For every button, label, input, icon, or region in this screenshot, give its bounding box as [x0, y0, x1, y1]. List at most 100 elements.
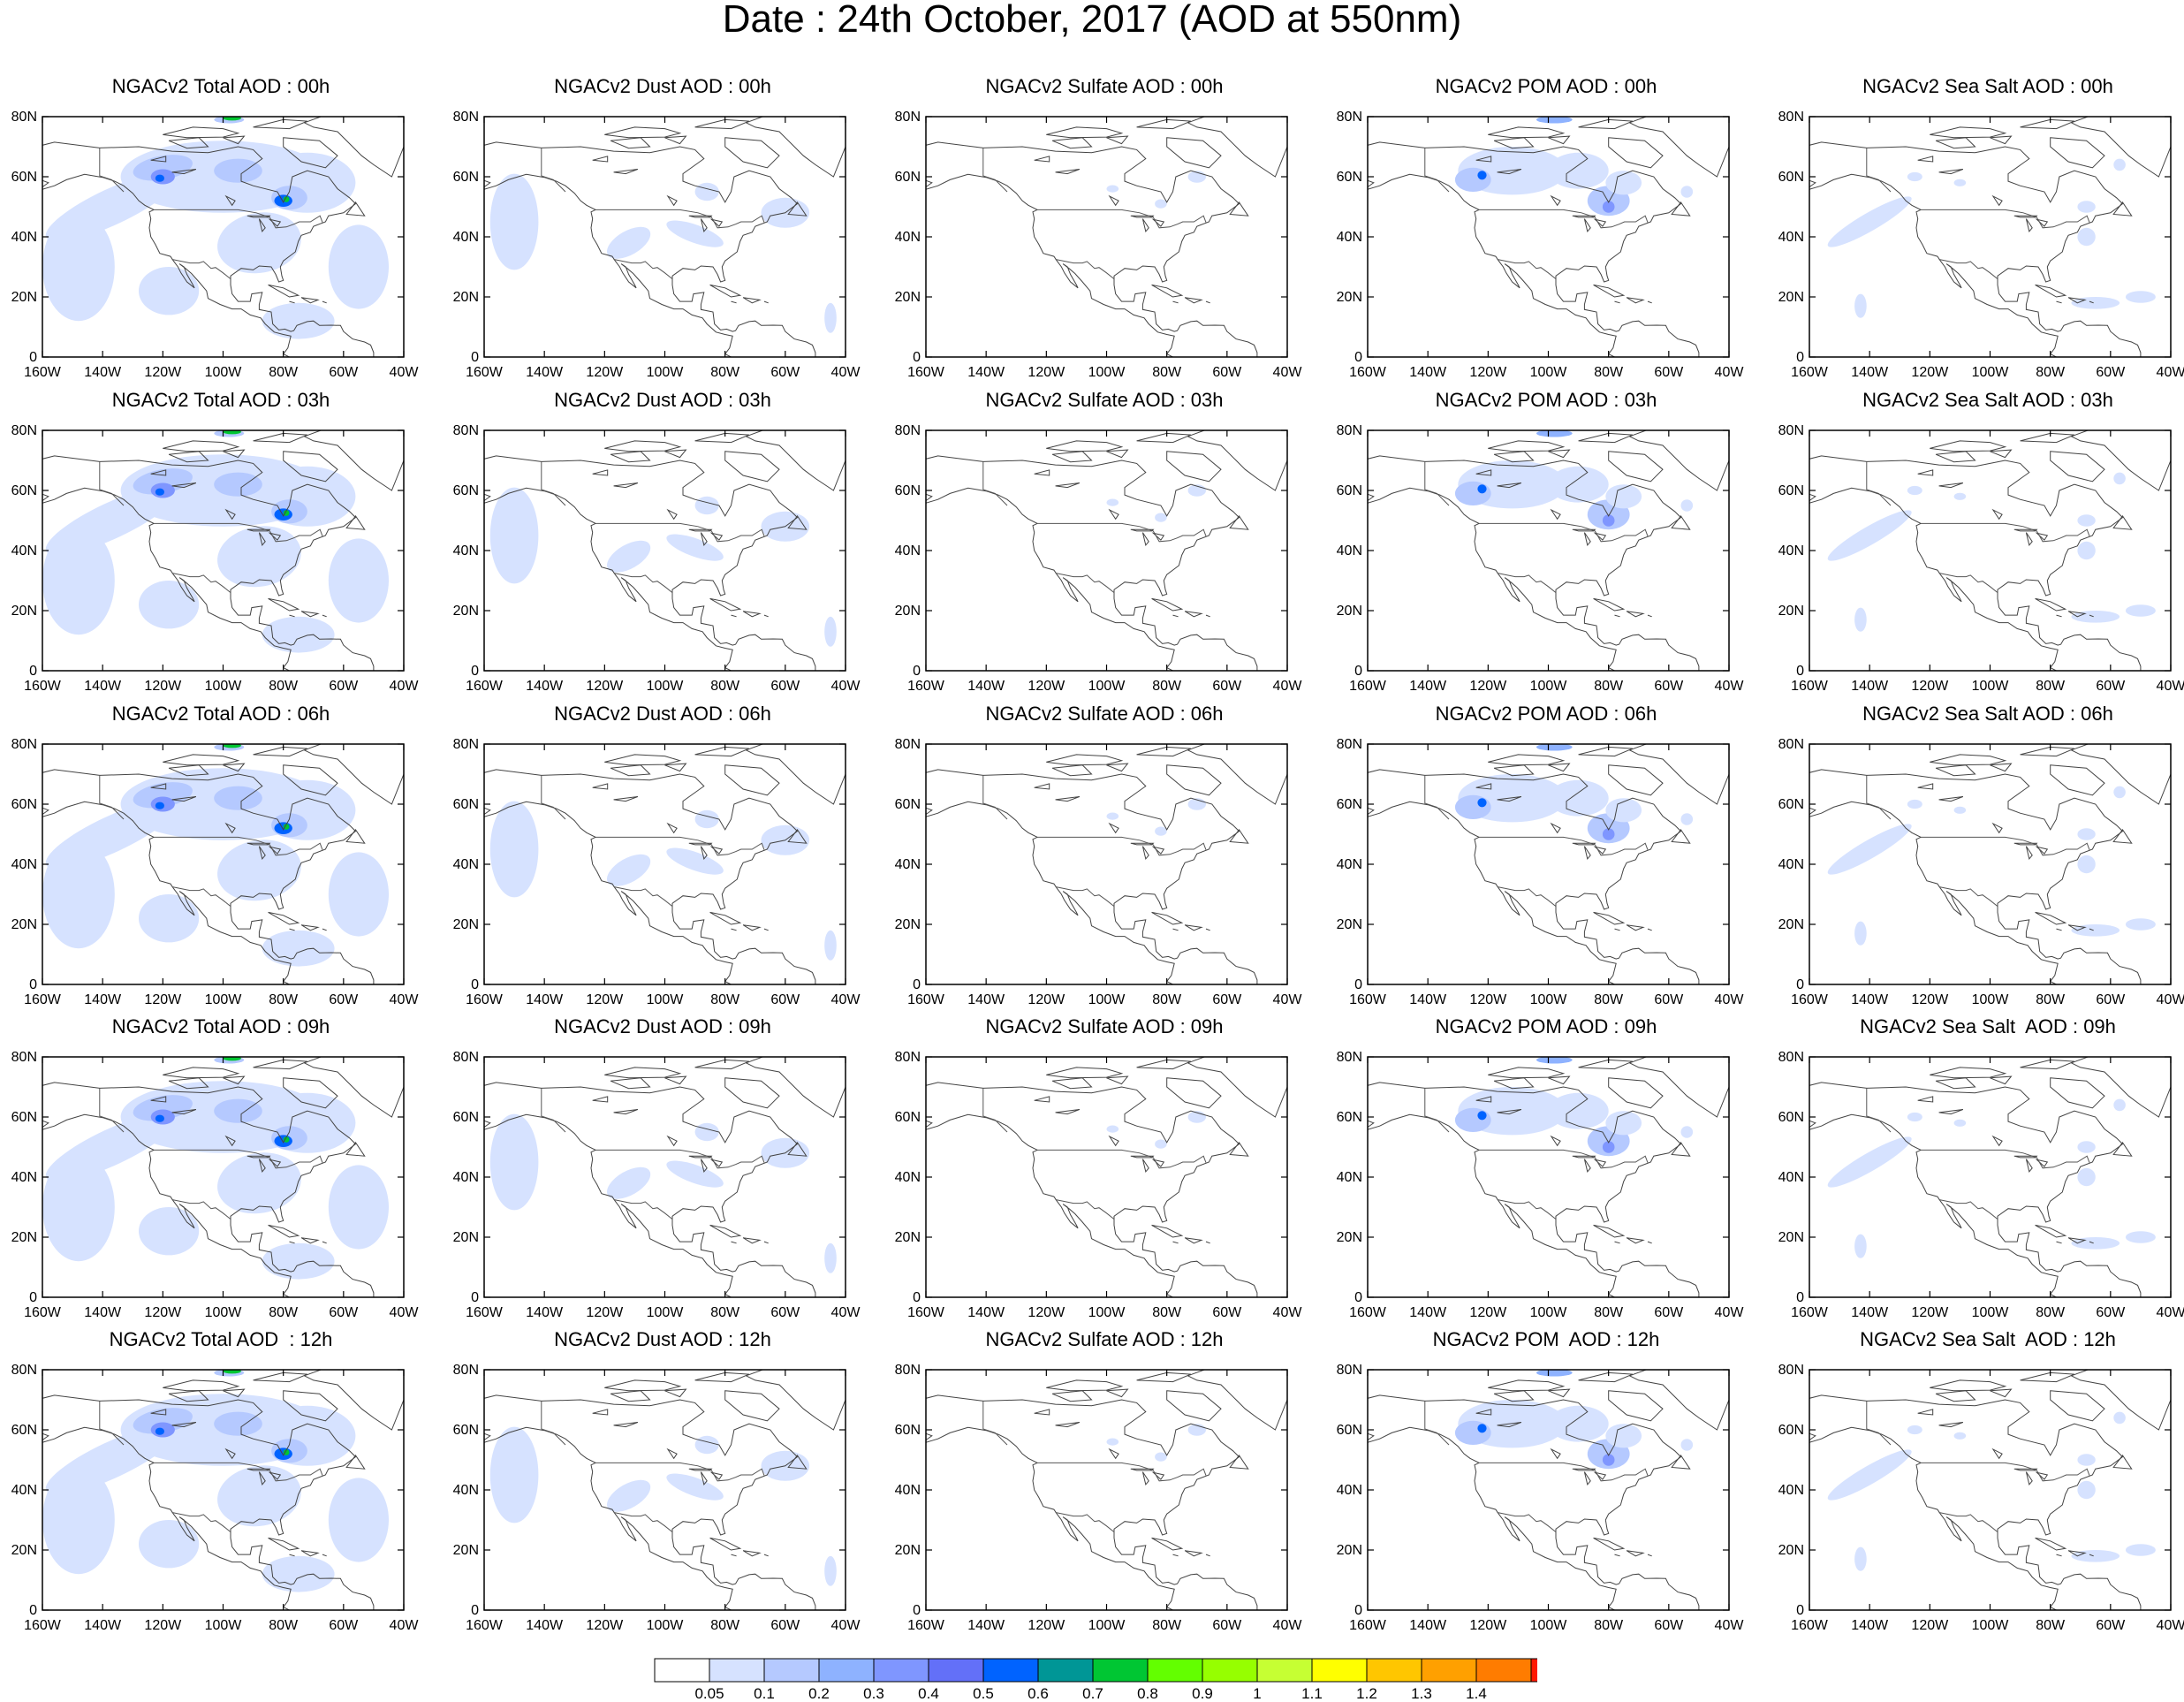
y-tick-label: 40N: [11, 1483, 37, 1498]
country-border: [154, 1149, 323, 1169]
island-coastline: [1172, 1554, 1179, 1557]
x-tick-label: 40W: [831, 992, 861, 1006]
colorbar-label: 0.05: [694, 1685, 724, 1702]
island-coastline: [2089, 614, 2094, 618]
island-coastline: [1488, 754, 1566, 766]
island-coastline: [1051, 1390, 1093, 1402]
x-tick-label: 60W: [1654, 992, 1684, 1006]
aod-patch: [1953, 179, 1967, 186]
island-coastline: [694, 1371, 750, 1383]
island-coastline: [709, 284, 742, 298]
x-tick-label: 40W: [1715, 365, 1745, 378]
lake-outline: [1550, 822, 1561, 834]
x-tick-label: 60W: [1212, 992, 1242, 1006]
x-tick-label: 40W: [2157, 1618, 2184, 1631]
x-tick-label: 100W: [647, 365, 685, 378]
island-coastline: [322, 1554, 327, 1557]
island-coastline: [724, 137, 780, 169]
island-coastline: [742, 1237, 762, 1244]
island-coastline: [1488, 440, 1566, 452]
country-border: [1037, 522, 1207, 543]
country-border: [99, 775, 125, 820]
island-coastline: [2089, 1554, 2094, 1557]
country-border: [541, 1088, 566, 1133]
island-coastline: [2050, 137, 2105, 169]
island-coastline: [1488, 1067, 1566, 1079]
aod-patch: [1605, 798, 1642, 823]
country-border: [595, 209, 765, 229]
aod-patch: [262, 1555, 335, 1592]
aod-patch: [328, 1165, 389, 1250]
map-plot: 0 20N 40N 60N 80N 160W 140W 120W 100W 80W 60W 40W: [11, 1050, 420, 1318]
y-tick-label: 40N: [1778, 857, 1804, 872]
island-coastline: [2056, 300, 2062, 304]
lake-outline: [268, 1159, 282, 1167]
panel-title: NGACv2 Sulfate AOD : 03h: [985, 389, 1224, 411]
x-tick-label: 140W: [526, 1305, 564, 1318]
aod-patch: [2125, 1544, 2156, 1556]
greenland-coastline: [745, 1370, 846, 1431]
lake-outline: [1497, 482, 1521, 489]
aod-patch: [283, 1449, 290, 1455]
y-tick-label: 40N: [453, 1170, 479, 1185]
island-coastline: [742, 297, 762, 304]
aod-patch: [2077, 1167, 2096, 1187]
x-tick-label: 120W: [1911, 1618, 1949, 1631]
y-tick-label: 80N: [453, 1050, 479, 1065]
map-plot: 0 20N 40N 60N 80N 160W 140W 120W 100W 80W 60W 40W: [11, 423, 420, 692]
y-tick-label: 0: [1354, 350, 1362, 365]
x-tick-label: 140W: [526, 1618, 564, 1631]
lake-outline: [1141, 532, 1149, 546]
lake-outline: [150, 469, 167, 476]
lake-outline: [2035, 1471, 2049, 1480]
map-plot: 0 20N 40N 60N 80N 160W 140W 120W 100W 80W 60W 40W: [11, 110, 420, 378]
x-tick-label: 60W: [1212, 679, 1242, 692]
country-border: [541, 461, 566, 506]
colorbar-label: 0.1: [754, 1685, 775, 1702]
lake-outline: [688, 1468, 713, 1471]
island-coastline: [1051, 451, 1093, 463]
island-coastline: [1593, 1224, 1626, 1238]
map-plot: 0 20N 40N 60N 80N 160W 140W 120W 100W 80W 60W 40W: [1778, 1050, 2184, 1318]
island-coastline: [1493, 451, 1535, 463]
island-coastline: [283, 1390, 338, 1422]
map-panel-total-4: NGACv2 Total AOD : 12h 0 20N 40N 60N 80N 160W 1…: [0, 1328, 442, 1631]
lake-outline: [1108, 1447, 1119, 1460]
lake-outline: [1475, 1409, 1492, 1416]
map-plot: 0 20N 40N 60N 80N 160W 140W 120W 100W 80W 60W 40W: [1778, 423, 2184, 692]
map-panel-dust-1: NGACv2 Dust AOD : 03h 0 20N 40N 60N 80N 160W 14…: [442, 389, 883, 692]
lake-outline: [2025, 218, 2033, 232]
x-tick-label: 40W: [1715, 992, 1745, 1006]
island-coastline: [1647, 928, 1652, 931]
map-plot: 0 20N 40N 60N 80N 160W 140W 120W 100W 80W 60W 40W: [11, 737, 420, 1006]
panel-title: NGACv2 Sulfate AOD : 00h: [985, 75, 1224, 97]
country-border: [982, 461, 1008, 506]
aod-patch: [1106, 185, 1119, 193]
lake-outline: [1034, 156, 1050, 163]
y-tick-label: 60N: [895, 1110, 921, 1125]
island-coastline: [1205, 614, 1210, 618]
x-tick-label: 80W: [1152, 679, 1182, 692]
aod-patch: [489, 1426, 539, 1523]
x-tick-label: 100W: [1972, 992, 2010, 1006]
country-border: [154, 209, 323, 229]
x-tick-label: 40W: [1715, 679, 1745, 692]
island-coastline: [1493, 764, 1535, 777]
y-tick-label: 0: [471, 1290, 479, 1305]
aod-patch: [606, 540, 651, 573]
aod-patch: [2077, 201, 2096, 213]
map-panel-seasalt-2: NGACv2 Sea Salt AOD : 06h 0 20N 40N 60N 80N 16…: [1767, 703, 2184, 1006]
country-border: [1866, 461, 1892, 506]
x-tick-label: 140W: [967, 1618, 1005, 1631]
island-coastline: [2050, 1077, 2105, 1109]
x-tick-label: 60W: [770, 1618, 800, 1631]
lake-outline: [1141, 1159, 1149, 1173]
island-coastline: [300, 1550, 320, 1557]
y-tick-label: 0: [913, 977, 921, 992]
lake-outline: [1917, 1409, 1934, 1416]
x-tick-label: 60W: [329, 365, 359, 378]
lake-outline: [1034, 469, 1050, 476]
panel-title: NGACv2 Sea Salt AOD : 00h: [1862, 75, 2113, 97]
country-border: [1479, 836, 1649, 856]
map-plot: 0 20N 40N 60N 80N 160W 140W 120W 100W 80W 60W 40W: [895, 1363, 1303, 1631]
